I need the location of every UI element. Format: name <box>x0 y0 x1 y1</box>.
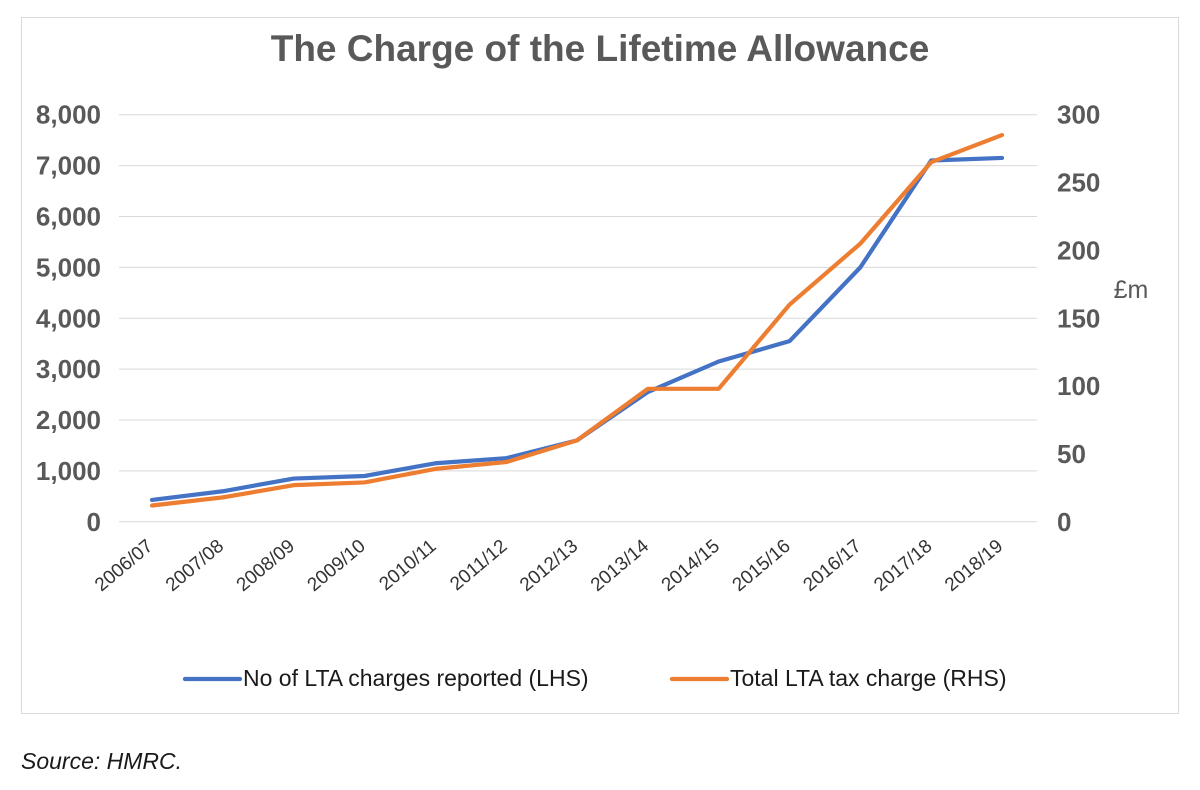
svg-text:2010/11: 2010/11 <box>376 536 441 595</box>
svg-text:2014/15: 2014/15 <box>658 536 724 596</box>
svg-text:2015/16: 2015/16 <box>729 536 795 596</box>
svg-text:2009/10: 2009/10 <box>304 536 370 596</box>
svg-text:5,000: 5,000 <box>36 252 101 282</box>
svg-text:300: 300 <box>1057 100 1100 130</box>
svg-text:250: 250 <box>1057 168 1100 198</box>
svg-text:2018/19: 2018/19 <box>941 536 1007 596</box>
svg-text:3,000: 3,000 <box>36 354 101 384</box>
svg-text:2012/13: 2012/13 <box>516 536 582 596</box>
svg-text:2011/12: 2011/12 <box>446 536 511 595</box>
svg-text:0: 0 <box>87 507 101 537</box>
svg-text:0: 0 <box>1057 507 1071 537</box>
svg-text:Total LTA tax charge (RHS): Total LTA tax charge (RHS) <box>730 665 1007 691</box>
svg-text:4,000: 4,000 <box>36 303 101 333</box>
svg-text:2013/14: 2013/14 <box>587 535 653 596</box>
svg-text:£m: £m <box>1114 276 1149 304</box>
svg-text:2016/17: 2016/17 <box>799 536 865 596</box>
svg-text:6,000: 6,000 <box>36 201 101 231</box>
svg-text:2017/18: 2017/18 <box>870 536 936 596</box>
svg-text:8,000: 8,000 <box>36 100 101 130</box>
svg-text:No of LTA charges reported (LH: No of LTA charges reported (LHS) <box>243 665 589 691</box>
svg-text:2007/08: 2007/08 <box>162 536 228 596</box>
svg-text:2006/07: 2006/07 <box>91 536 157 596</box>
svg-text:1,000: 1,000 <box>36 456 101 486</box>
svg-text:100: 100 <box>1057 371 1100 401</box>
svg-text:2008/09: 2008/09 <box>233 536 299 596</box>
svg-text:150: 150 <box>1057 303 1100 333</box>
svg-text:2,000: 2,000 <box>36 405 101 435</box>
svg-text:200: 200 <box>1057 235 1100 265</box>
svg-text:7,000: 7,000 <box>36 151 101 181</box>
svg-text:50: 50 <box>1057 439 1086 469</box>
